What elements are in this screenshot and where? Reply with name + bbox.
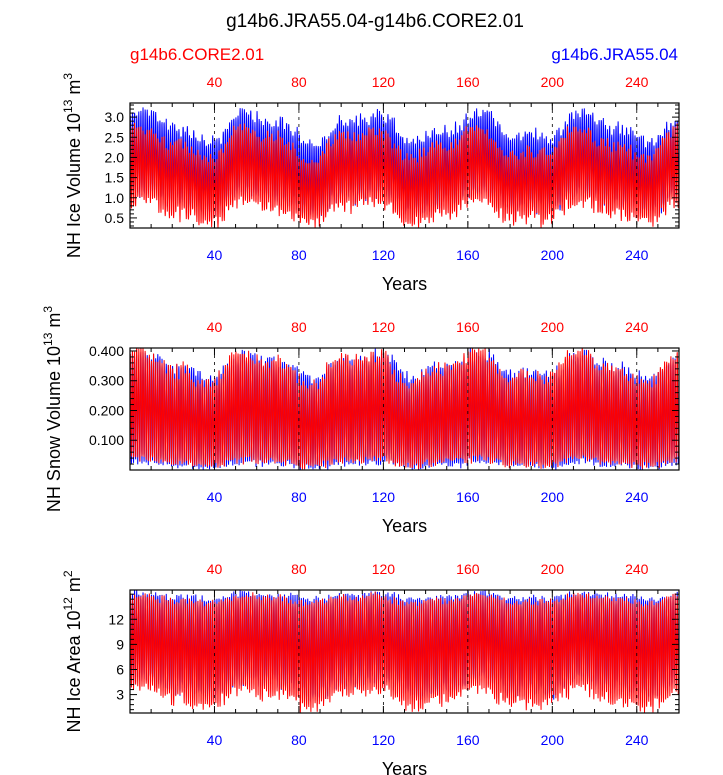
y-tick-label: 2.0	[105, 149, 125, 165]
x-tick-label-top: 240	[625, 319, 649, 335]
x-tick-label-top: 200	[541, 319, 565, 335]
x-tick-label-bottom: 200	[541, 489, 565, 505]
x-tick-label-bottom: 80	[291, 489, 307, 505]
x-tick-label-bottom: 40	[207, 247, 223, 263]
chart-panel-2: 40 40 80 80 120 120 160 160 200 200 240 240 Years 0.1…	[41, 306, 680, 536]
y-tick-label: 12	[108, 611, 124, 627]
y-tick-label: 1.5	[105, 170, 125, 186]
y-tick-label: 0.400	[89, 343, 124, 359]
x-tick-label-bottom: 40	[207, 732, 223, 748]
x-tick-label-top: 120	[372, 561, 396, 577]
right-series-label: g14b6.JRA55.04	[551, 45, 678, 64]
panels: 40 40 80 80 120 120 160 160 200 200 240 240 Years 0.5…	[41, 73, 680, 775]
x-tick-label-bottom: 120	[372, 489, 396, 505]
x-tick-label-bottom: 160	[456, 489, 480, 505]
x-tick-label-top: 200	[541, 561, 565, 577]
y-tick-label: 2.5	[105, 129, 125, 145]
x-tick-label-bottom: 200	[541, 247, 565, 263]
x-tick-label-bottom: 240	[625, 489, 649, 505]
y-axis-label: NH Ice Area 1012 m2	[61, 570, 84, 732]
left-series-label: g14b6.CORE2.01	[130, 45, 264, 64]
x-axis-label: Years	[382, 516, 427, 536]
x-tick-label-top: 240	[625, 74, 649, 90]
x-axis-label: Years	[382, 759, 427, 775]
x-tick-label-top: 40	[207, 74, 223, 90]
x-tick-label-bottom: 240	[625, 247, 649, 263]
y-tick-label: 3	[116, 687, 124, 703]
figure-title: g14b6.JRA55.04-g14b6.CORE2.01	[226, 11, 524, 32]
x-axis-label: Years	[382, 274, 427, 294]
series-line-core2	[130, 348, 679, 470]
y-tick-label: 9	[116, 636, 124, 652]
y-axis-label: NH Snow Volume 1013 m3	[41, 306, 64, 512]
x-tick-label-bottom: 160	[456, 732, 480, 748]
x-tick-label-bottom: 120	[372, 732, 396, 748]
x-tick-label-bottom: 200	[541, 732, 565, 748]
y-tick-label: 3.0	[105, 109, 125, 125]
y-axis-label: NH Ice Volume 1013 m3	[61, 73, 84, 258]
x-tick-label-top: 160	[456, 561, 480, 577]
x-tick-label-bottom: 160	[456, 247, 480, 263]
x-tick-label-bottom: 80	[291, 732, 307, 748]
x-tick-label-top: 240	[625, 561, 649, 577]
x-tick-label-top: 120	[372, 74, 396, 90]
y-tick-label: 0.200	[89, 402, 124, 418]
x-tick-label-top: 80	[291, 561, 307, 577]
x-tick-label-bottom: 240	[625, 732, 649, 748]
series-line-core2	[130, 122, 679, 228]
y-tick-label: 0.5	[105, 210, 125, 226]
series-line-core2	[130, 591, 679, 713]
x-tick-label-bottom: 40	[207, 489, 223, 505]
x-tick-label-top: 40	[207, 319, 223, 335]
x-tick-label-bottom: 80	[291, 247, 307, 263]
x-tick-label-top: 160	[456, 319, 480, 335]
y-tick-label: 6	[116, 661, 124, 677]
x-tick-label-top: 80	[291, 74, 307, 90]
y-tick-label: 0.300	[89, 373, 124, 389]
x-tick-label-top: 40	[207, 561, 223, 577]
chart-panel-3: 40 40 80 80 120 120 160 160 200 200 240 240 Years 3 6 9…	[61, 561, 680, 775]
y-tick-label: 0.100	[89, 432, 124, 448]
x-tick-label-top: 80	[291, 319, 307, 335]
x-tick-label-top: 160	[456, 74, 480, 90]
chart-panel-1: 40 40 80 80 120 120 160 160 200 200 240 240 Years 0.5…	[61, 73, 680, 294]
x-tick-label-top: 200	[541, 74, 565, 90]
x-tick-label-bottom: 120	[372, 247, 396, 263]
x-tick-label-top: 120	[372, 319, 396, 335]
y-tick-label: 1.0	[105, 190, 125, 206]
